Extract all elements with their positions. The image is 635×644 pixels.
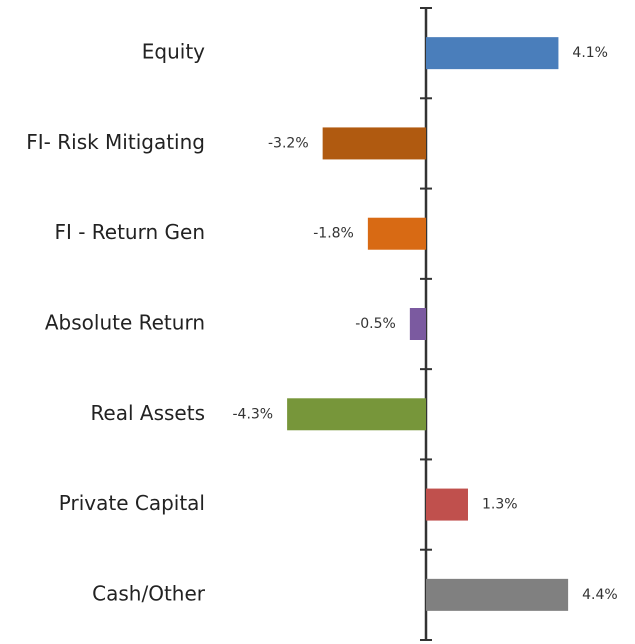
value-label: -3.2% — [268, 135, 309, 151]
category-label: Cash/Other — [92, 581, 206, 605]
value-label: -4.3% — [232, 406, 273, 422]
bar — [322, 127, 426, 160]
value-label: 4.4% — [582, 587, 618, 603]
bar — [426, 578, 569, 611]
bar — [426, 488, 468, 521]
category-label: Private Capital — [59, 491, 205, 515]
value-label: 4.1% — [572, 45, 608, 61]
bar — [367, 217, 426, 250]
bar — [426, 37, 559, 70]
category-label: Real Assets — [90, 401, 205, 425]
category-label: FI - Return Gen — [54, 220, 205, 244]
value-label: 1.3% — [482, 497, 518, 513]
bar — [409, 308, 426, 340]
value-label: -1.8% — [313, 226, 354, 242]
category-label: Equity — [142, 40, 205, 64]
bar — [287, 398, 426, 431]
value-label: -0.5% — [355, 316, 396, 332]
category-label: FI- Risk Mitigating — [26, 130, 205, 154]
category-label: Absolute Return — [45, 311, 205, 335]
